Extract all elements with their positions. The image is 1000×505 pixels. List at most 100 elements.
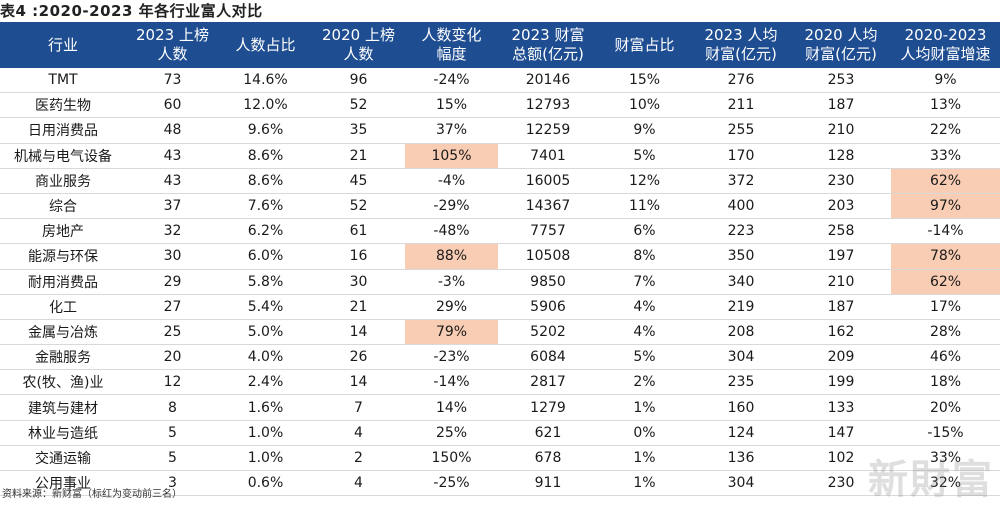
value-cell: 0.6% [219, 470, 312, 497]
value-cell: 14.6% [219, 68, 312, 94]
value-cell: 32% [891, 470, 1000, 497]
value-cell: 1279 [498, 394, 598, 421]
value-cell: 621 [498, 420, 598, 446]
table-row: 耐用消费品 29 5.8% 30 -3% 9850 7% 340 210 62% [0, 269, 1000, 295]
value-cell: 28% [891, 319, 1000, 346]
industry-cell: 建筑与建材 [0, 394, 126, 421]
value-cell: 7% [598, 269, 691, 295]
value-cell: 6% [598, 218, 691, 245]
value-cell: 209 [791, 344, 891, 371]
industry-cell: 林业与造纸 [0, 420, 126, 446]
value-cell: -4% [405, 168, 498, 194]
value-cell: 12.0% [219, 92, 312, 119]
table-row: 综合 37 7.6% 52 -29% 14367 11% 400 203 97% [0, 193, 1000, 220]
table-row: 林业与造纸 5 1.0% 4 25% 621 0% 124 147 -15% [0, 420, 1000, 446]
value-cell: 20 [126, 344, 219, 371]
value-cell: 14367 [498, 193, 598, 220]
value-cell: 0% [598, 420, 691, 446]
value-cell: 18% [891, 369, 1000, 396]
table-row: 日用消费品 48 9.6% 35 37% 12259 9% 255 210 22% [0, 117, 1000, 144]
value-cell: 400 [691, 193, 791, 220]
table-row: 化工 27 5.4% 21 29% 5906 4% 219 187 17% [0, 294, 1000, 320]
value-cell: 37% [405, 117, 498, 144]
value-cell: 2% [598, 369, 691, 396]
value-cell: 20146 [498, 68, 598, 94]
table-row: TMT 73 14.6% 96 -24% 20146 15% 276 253 9% [0, 68, 1000, 94]
value-cell: 8.6% [219, 168, 312, 194]
value-cell: 30 [312, 269, 405, 295]
value-cell: 5 [126, 445, 219, 472]
table-row: 交通运输 5 1.0% 2 150% 678 1% 136 102 33% [0, 445, 1000, 472]
value-cell: 15% [598, 68, 691, 94]
value-cell: -23% [405, 344, 498, 371]
value-cell: 6.0% [219, 243, 312, 270]
value-cell: 911 [498, 470, 598, 497]
value-cell: 150% [405, 445, 498, 472]
value-cell: 210 [791, 269, 891, 295]
value-cell: 162 [791, 319, 891, 346]
value-cell: 1% [598, 394, 691, 421]
value-cell: 3 [126, 470, 219, 497]
value-cell: 160 [691, 394, 791, 421]
value-cell: 25 [126, 319, 219, 346]
col-header-count-share: 人数占比 [219, 22, 312, 68]
value-cell: 1.6% [219, 394, 312, 421]
industry-cell: 综合 [0, 193, 126, 220]
value-cell: 1.0% [219, 420, 312, 446]
value-cell: 5 [126, 420, 219, 446]
watermark-logo: 新財富 [868, 456, 994, 503]
value-cell: 6.2% [219, 218, 312, 245]
value-cell: 9% [598, 117, 691, 144]
value-cell: 79% [405, 319, 498, 346]
value-cell: 62% [891, 269, 1000, 295]
industry-cell: 医药生物 [0, 92, 126, 119]
value-cell: 1% [598, 470, 691, 497]
value-cell: 16 [312, 243, 405, 270]
value-cell: 2817 [498, 369, 598, 396]
industry-cell: 农(牧、渔)业 [0, 369, 126, 396]
industry-cell: 商业服务 [0, 168, 126, 194]
value-cell: 340 [691, 269, 791, 295]
value-cell: 147 [791, 420, 891, 446]
value-cell: 8.6% [219, 143, 312, 169]
table-row: 医药生物 60 12.0% 52 15% 12793 10% 211 187 13% [0, 92, 1000, 119]
table-row: 公用事业 3 0.6% 4 -25% 911 1% 304 230 32% [0, 470, 1000, 497]
value-cell: 45 [312, 168, 405, 194]
value-cell: 4.0% [219, 344, 312, 371]
col-header-2023-wealth-total: 2023 财富 总额(亿元) [498, 22, 598, 68]
value-cell: 4% [598, 319, 691, 346]
source-note: 资料来源：新财富（标红为变动前三名） [2, 489, 182, 500]
value-cell: 5% [598, 143, 691, 169]
value-cell: 230 [791, 470, 891, 497]
value-cell: 29% [405, 294, 498, 320]
value-cell: 258 [791, 218, 891, 245]
col-header-wealth-share: 财富占比 [598, 22, 691, 68]
value-cell: 5906 [498, 294, 598, 320]
col-header-2023-avg-wealth: 2023 人均 财富(亿元) [691, 22, 791, 68]
value-cell: 7401 [498, 143, 598, 169]
value-cell: 5202 [498, 319, 598, 346]
value-cell: 128 [791, 143, 891, 169]
value-cell: 62% [891, 168, 1000, 194]
col-header-count-change: 人数变化 幅度 [405, 22, 498, 68]
table-row: 金属与冶炼 25 5.0% 14 79% 5202 4% 208 162 28% [0, 319, 1000, 346]
value-cell: -25% [405, 470, 498, 497]
value-cell: 350 [691, 243, 791, 270]
value-cell: 9.6% [219, 117, 312, 144]
value-cell: 372 [691, 168, 791, 194]
value-cell: 97% [891, 193, 1000, 220]
value-cell: 27 [126, 294, 219, 320]
value-cell: 16005 [498, 168, 598, 194]
value-cell: 276 [691, 68, 791, 94]
value-cell: 78% [891, 243, 1000, 270]
value-cell: 678 [498, 445, 598, 472]
header-row: 行业 2023 上榜 人数 人数占比 2020 上榜 人数 人数变化 幅度 2023 … [0, 22, 1000, 68]
value-cell: 52 [312, 193, 405, 220]
table-row: 农(牧、渔)业 12 2.4% 14 -14% 2817 2% 235 199 18% [0, 369, 1000, 396]
table-title: 表4 :2020-2023 年各行业富人对比 [0, 2, 263, 20]
value-cell: 13% [891, 92, 1000, 119]
value-cell: 15% [405, 92, 498, 119]
value-cell: 8% [598, 243, 691, 270]
value-cell: 199 [791, 369, 891, 396]
value-cell: 1.0% [219, 445, 312, 472]
